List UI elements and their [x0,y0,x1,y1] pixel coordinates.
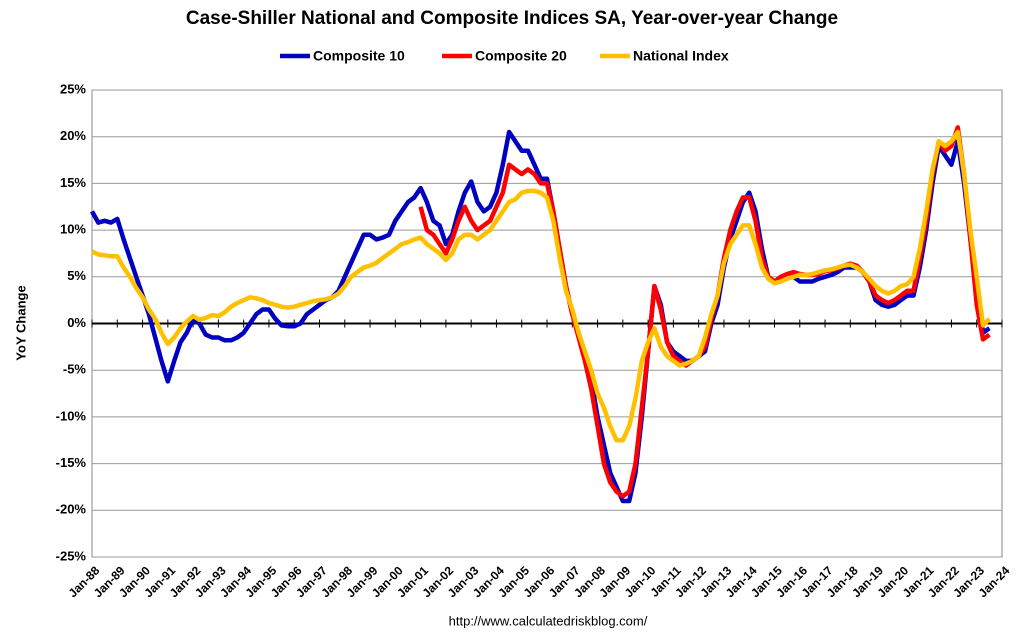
y-tick-label: 5% [67,268,86,283]
y-tick-label: 20% [60,128,86,143]
y-tick-label: 0% [67,315,86,330]
y-tick-label: 10% [60,222,86,237]
chart-title: Case-Shiller National and Composite Indi… [186,8,838,29]
y-axis-label: YoY Change [13,285,28,360]
series-line [418,125,991,499]
y-tick-label: -20% [56,502,87,517]
legend-label: National Index [633,48,729,64]
y-tick-label: -5% [63,362,87,377]
series-line [90,129,991,504]
legend-label: Composite 10 [313,48,405,64]
source: http://www.calculatedriskblog.com/ [449,613,648,628]
y-tick-label: 15% [60,175,86,190]
y-tick-label: -25% [56,548,87,563]
y-tick-label: -10% [56,408,87,423]
y-tick-label: 25% [60,81,86,96]
series-line [91,129,992,443]
legend-label: Composite 20 [475,48,567,64]
y-tick-label: -15% [56,455,87,470]
